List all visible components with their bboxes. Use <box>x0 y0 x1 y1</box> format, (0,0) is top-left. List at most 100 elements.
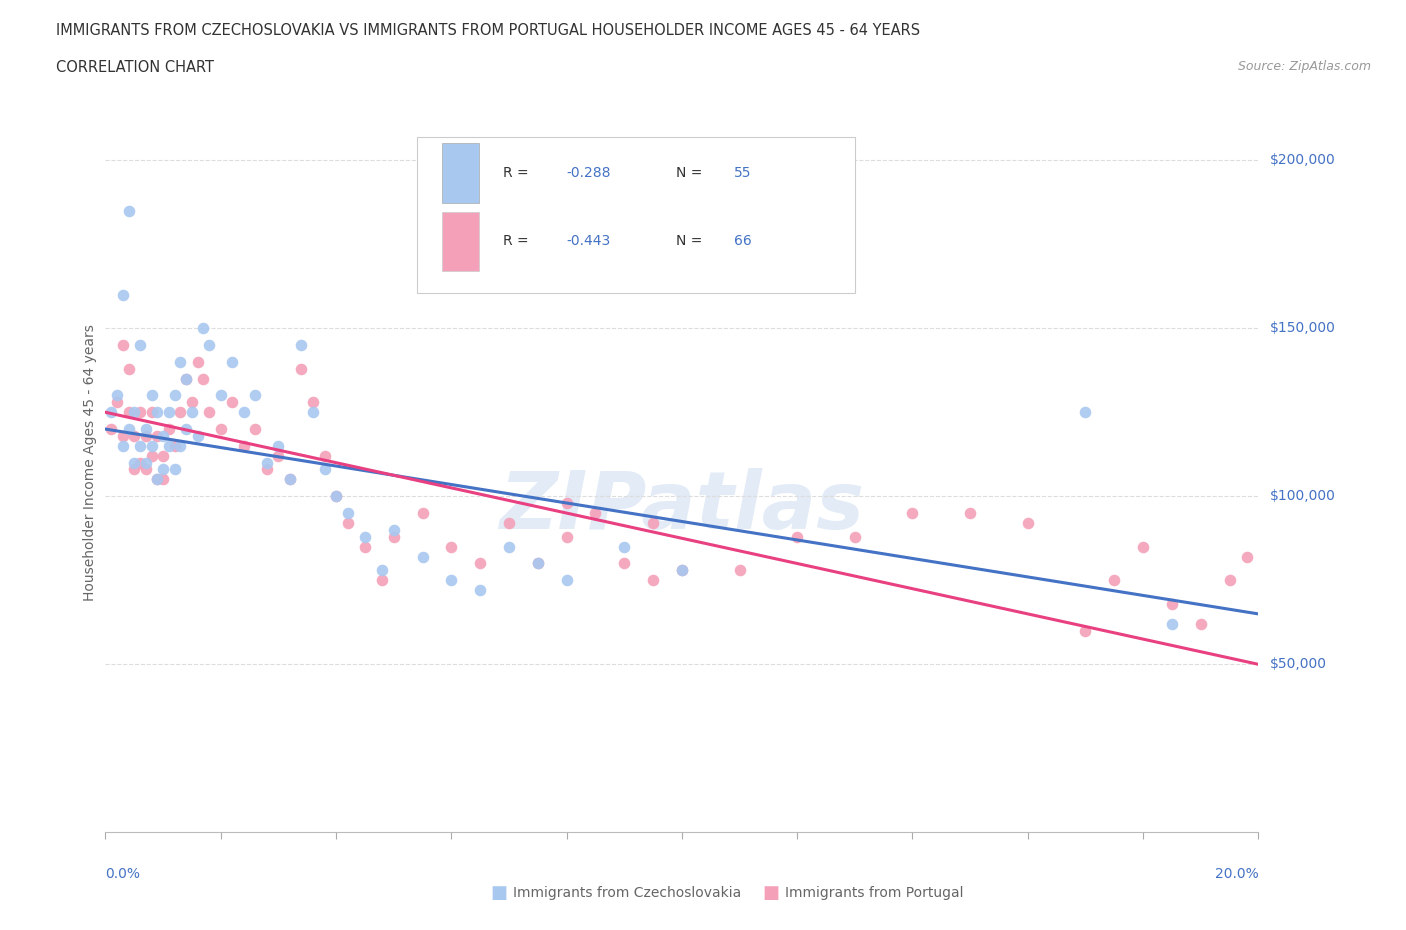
Text: Immigrants from Czechoslovakia: Immigrants from Czechoslovakia <box>513 885 741 900</box>
Point <box>163 388 186 403</box>
Point <box>290 361 312 376</box>
Point <box>111 429 134 444</box>
Point <box>209 388 232 403</box>
Point <box>105 388 128 403</box>
Point <box>163 462 186 477</box>
Point <box>124 456 146 471</box>
Point <box>468 556 492 571</box>
Point <box>641 573 665 588</box>
Point <box>278 472 301 487</box>
Point <box>124 429 146 444</box>
Text: R =: R = <box>503 166 533 180</box>
Text: 20.0%: 20.0% <box>1215 867 1258 881</box>
Point <box>209 421 232 436</box>
Point <box>187 354 209 369</box>
Point <box>959 506 981 521</box>
Text: ■: ■ <box>762 884 779 902</box>
Point <box>100 421 122 436</box>
Point <box>141 388 163 403</box>
Point <box>555 573 578 588</box>
Text: ZIPatlas: ZIPatlas <box>499 468 865 546</box>
Point <box>180 405 202 419</box>
Point <box>256 456 278 471</box>
Point <box>613 556 636 571</box>
Text: CORRELATION CHART: CORRELATION CHART <box>56 60 214 75</box>
Point <box>221 394 243 409</box>
Point <box>157 438 180 453</box>
Point <box>232 405 254 419</box>
Point <box>180 394 202 409</box>
Point <box>336 516 359 531</box>
Point <box>468 583 492 598</box>
Text: -0.443: -0.443 <box>567 234 610 248</box>
Text: 66: 66 <box>734 234 752 248</box>
Point <box>221 354 243 369</box>
Point <box>371 573 394 588</box>
Text: $100,000: $100,000 <box>1270 489 1336 503</box>
Point <box>314 462 336 477</box>
Point <box>1074 405 1097 419</box>
Point <box>1160 596 1182 611</box>
Point <box>1236 550 1258 565</box>
Point <box>901 506 924 521</box>
Point <box>193 321 215 336</box>
Point <box>146 472 169 487</box>
Text: Source: ZipAtlas.com: Source: ZipAtlas.com <box>1237 60 1371 73</box>
Text: Immigrants from Portugal: Immigrants from Portugal <box>785 885 963 900</box>
Point <box>117 405 139 419</box>
Text: N =: N = <box>676 166 707 180</box>
Point <box>267 438 290 453</box>
Point <box>146 472 169 487</box>
FancyBboxPatch shape <box>441 143 479 203</box>
Point <box>100 405 122 419</box>
Point <box>671 563 693 578</box>
Text: 55: 55 <box>734 166 751 180</box>
Point <box>135 462 157 477</box>
Point <box>129 456 152 471</box>
Point <box>245 421 267 436</box>
Point <box>325 489 347 504</box>
Point <box>124 405 146 419</box>
Point <box>198 338 221 352</box>
Point <box>157 421 180 436</box>
Point <box>129 405 152 419</box>
Point <box>146 405 169 419</box>
FancyBboxPatch shape <box>416 138 855 293</box>
Text: R =: R = <box>503 234 533 248</box>
Point <box>354 529 377 544</box>
Point <box>440 539 463 554</box>
Point <box>302 405 325 419</box>
Point <box>152 462 174 477</box>
Point <box>245 388 267 403</box>
Text: $50,000: $50,000 <box>1270 658 1327 671</box>
Point <box>187 429 209 444</box>
Point <box>193 371 215 386</box>
Point <box>671 563 693 578</box>
Point <box>129 338 152 352</box>
Point <box>169 354 191 369</box>
Point <box>135 421 157 436</box>
Point <box>174 421 197 436</box>
Point <box>141 448 163 463</box>
Point <box>613 539 636 554</box>
Point <box>302 394 325 409</box>
Point <box>157 405 180 419</box>
Point <box>336 506 359 521</box>
Point <box>314 448 336 463</box>
Point <box>555 496 578 511</box>
Point <box>129 438 152 453</box>
Text: $200,000: $200,000 <box>1270 153 1336 167</box>
Point <box>111 438 134 453</box>
Point <box>152 472 174 487</box>
Point <box>526 556 548 571</box>
Point <box>111 287 134 302</box>
Point <box>411 506 433 521</box>
Point <box>163 438 186 453</box>
Text: N =: N = <box>676 234 707 248</box>
Point <box>152 448 174 463</box>
Point <box>1074 623 1097 638</box>
Point <box>382 523 405 538</box>
Point <box>786 529 808 544</box>
Point <box>152 429 174 444</box>
Point <box>382 529 405 544</box>
